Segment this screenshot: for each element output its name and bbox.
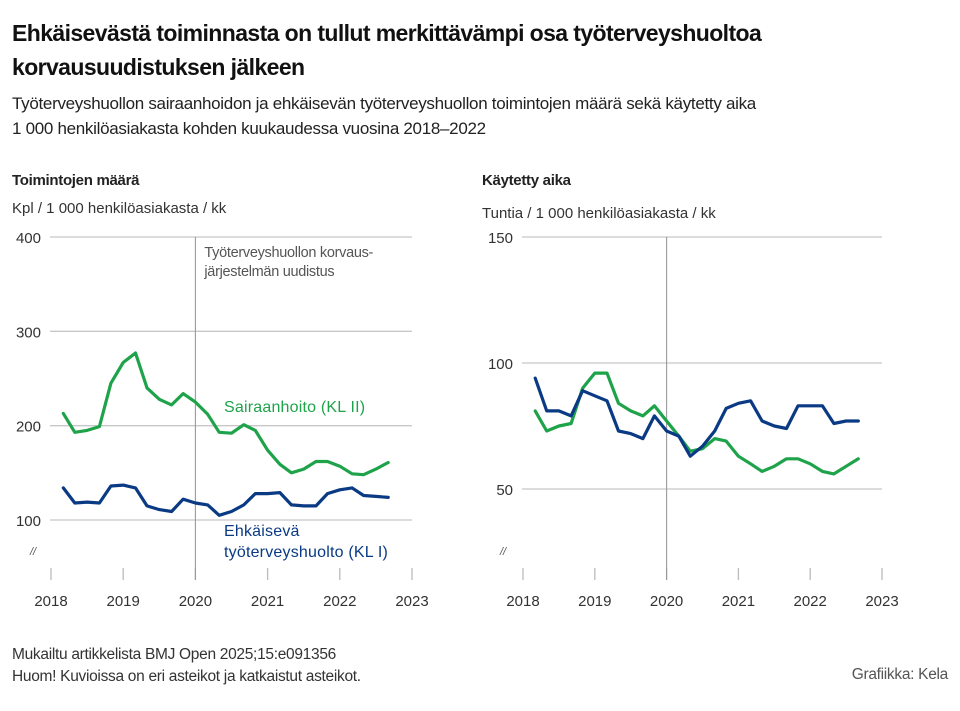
x-tick-label: 2020: [650, 593, 683, 610]
y-axis-unit-label: Kpl / 1 000 henkilöasiakasta / kk: [12, 200, 227, 217]
axis-break-icon: //: [499, 546, 507, 558]
x-tick-label: 2022: [323, 593, 356, 610]
y-tick-label: 300: [16, 324, 41, 341]
x-tick-label: 2018: [34, 593, 67, 610]
reform-annotation: Työterveyshuollon korvaus-: [204, 245, 373, 261]
panel-title: Käytetty aika: [482, 172, 572, 189]
y-tick-label: 200: [16, 419, 41, 436]
series-label: työterveyshuolto (KL I): [224, 544, 388, 561]
y-tick-label: 100: [16, 513, 41, 530]
title-line-2: korvausuudistuksen jälkeen: [12, 54, 305, 80]
chart-subtitle: Työterveyshuollon sairaanhoidon ja ehkäi…: [12, 91, 942, 141]
scale-note: Huom! Kuvioissa on eri asteikot ja katka…: [12, 668, 361, 685]
x-tick-label: 2018: [506, 593, 539, 610]
subtitle-line-1: Työterveyshuollon sairaanhoidon ja ehkäi…: [12, 94, 756, 113]
panel-title: Toimintojen määrä: [12, 172, 140, 189]
x-tick-label: 2023: [395, 593, 428, 610]
footer-notes: Mukailtu artikkelista BMJ Open 2025;15:e…: [12, 644, 361, 688]
x-tick-label: 2021: [722, 593, 755, 610]
y-tick-label: 400: [16, 230, 41, 247]
reform-annotation: järjestelmän uudistus: [203, 264, 334, 280]
x-tick-label: 2019: [107, 593, 140, 610]
series-label: Sairaanhoito (KL II): [224, 399, 365, 416]
x-tick-label: 2021: [251, 593, 284, 610]
x-tick-label: 2022: [794, 593, 827, 610]
series-line-sairaanhoito: [61, 351, 390, 477]
x-tick-label: 2023: [865, 593, 898, 610]
x-tick-label: 2020: [179, 593, 212, 610]
y-tick-label: 150: [488, 230, 513, 247]
series-line-ehkaiseva: [533, 376, 860, 458]
y-tick-label: 50: [496, 482, 513, 499]
y-axis-unit-label: Tuntia / 1 000 henkilöasiakasta / kk: [482, 205, 716, 222]
axis-break-icon: //: [29, 546, 37, 558]
y-tick-label: 100: [488, 356, 513, 373]
series-label: Ehkäisevä: [224, 523, 300, 540]
graphics-credit: Grafiikka: Kela: [851, 666, 949, 683]
subtitle-line-2: 1 000 henkilöasiakasta kohden kuukaudess…: [12, 119, 486, 138]
chart-title: Ehkäisevästä toiminnasta on tullut merki…: [12, 16, 942, 84]
series-line-ehkaiseva: [61, 483, 390, 517]
source-note: Mukailtu artikkelista BMJ Open 2025;15:e…: [12, 646, 336, 663]
title-line-1: Ehkäisevästä toiminnasta on tullut merki…: [12, 20, 762, 46]
x-tick-label: 2019: [578, 593, 611, 610]
series-line-sairaanhoito: [533, 371, 860, 476]
